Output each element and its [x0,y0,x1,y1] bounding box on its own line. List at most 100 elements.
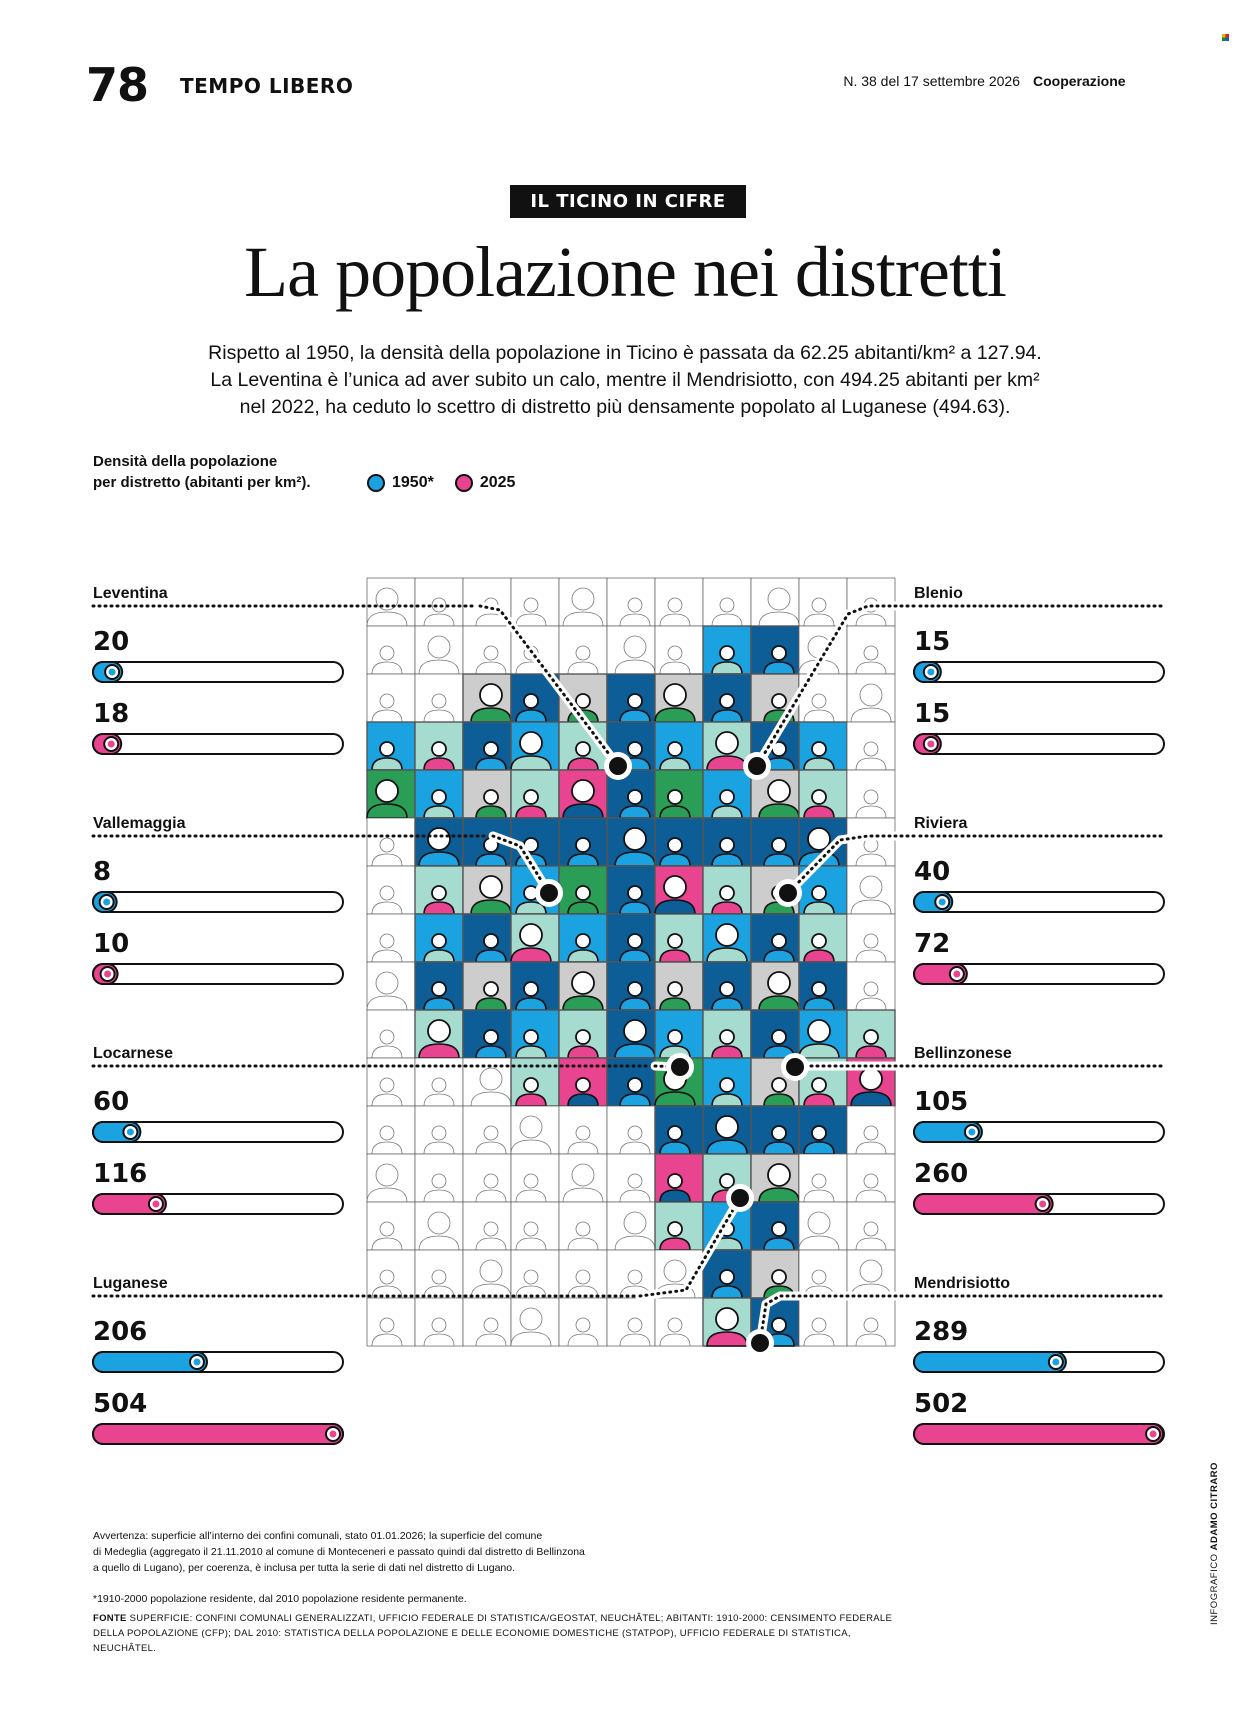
kicker-label: IL TICINO IN CIFRE [510,185,746,218]
value-label: 105 [914,1087,968,1117]
person-body-icon [619,1093,651,1107]
person-head-icon [623,1211,647,1235]
person-body-icon [366,995,408,1011]
person-head-icon [719,645,735,661]
person-head-icon [431,933,447,949]
credit: INFOGRAFICO ADAMO CITRARO [1209,1462,1220,1625]
person-head-icon [771,1077,787,1093]
person-body-icon [758,995,800,1011]
person-body-icon [423,997,455,1011]
location-marker-icon [786,1058,804,1076]
person-head-icon [575,1077,591,1093]
person-head-icon [627,1077,643,1093]
person-body-icon [371,901,403,915]
person-body-icon [855,1141,887,1155]
person-head-icon [627,741,643,757]
grid-cell-empty [606,1297,656,1347]
grid-cell-filled [510,769,560,819]
bar-knob-core [953,970,961,978]
person-head-icon [807,1019,831,1043]
bar-knob-core [108,668,116,676]
person-head-icon [667,1125,683,1141]
value-label: 72 [914,929,950,959]
grid-cell-empty [366,961,416,1011]
bar-knob-core [152,1200,160,1208]
person-head-icon [431,981,447,997]
location-marker-icon [609,757,627,775]
person-body-icon [423,1141,455,1155]
person-head-icon [627,597,643,613]
location-marker-icon [671,1058,689,1076]
grid-cell-filled [654,721,704,771]
grid-cell-filled [510,961,560,1011]
connector-halo [635,1193,745,1301]
person-body-icon [515,1237,547,1251]
grid-cell-filled [414,913,464,963]
person-head-icon [431,1125,447,1141]
person-body-icon [855,853,887,867]
grid-cell-empty [606,577,656,627]
grid-cell-filled [558,913,608,963]
person-body-icon [659,1333,691,1347]
grid-cell-empty [414,577,464,627]
value-label: 206 [93,1317,147,1347]
person-body-icon [659,661,691,675]
grid-cell-empty [558,1153,608,1203]
person-head-icon [519,731,543,755]
person-head-icon [523,1221,539,1237]
person-head-icon [375,1163,399,1187]
person-head-icon [863,1221,879,1237]
location-marker-icon [731,1189,749,1207]
person-head-icon [811,741,827,757]
person-head-icon [427,1211,451,1235]
credit-label: INFOGRAFICO [1209,1550,1220,1625]
person-head-icon [627,1317,643,1333]
legend-description-line: Densità della popolazione [93,453,278,470]
grid-cell-filled [654,673,704,723]
person-body-icon [515,997,547,1011]
person-head-icon [863,1029,879,1045]
person-body-icon [706,1331,748,1347]
person-body-icon [619,805,651,819]
person-body-icon [803,757,835,771]
grid-cell-empty [846,1249,896,1299]
person-body-icon [803,1141,835,1155]
person-head-icon [719,837,735,853]
person-head-icon [719,789,735,805]
person-head-icon [715,923,739,947]
person-head-icon [667,1317,683,1333]
person-head-icon [483,741,499,757]
grid-cell-empty [414,1153,464,1203]
grid-cell-filled [510,1009,560,1059]
person-body-icon [619,1189,651,1203]
person-head-icon [575,837,591,853]
person-body-icon [803,949,835,963]
grid-cell-empty [654,577,704,627]
person-body-icon [711,997,743,1011]
grid-cell-empty [414,625,464,675]
grid-cell-empty [798,1153,848,1203]
location-marker-icon [540,884,558,902]
grid-cell-empty [606,625,656,675]
person-body-icon [371,1093,403,1107]
person-body-icon [803,997,835,1011]
bar-track [92,733,344,755]
person-body-icon [619,1333,651,1347]
person-body-icon [423,949,455,963]
person-body-icon [423,1189,455,1203]
grid-cell-empty [366,625,416,675]
person-body-icon [567,1141,599,1155]
grid-cell-empty [558,625,608,675]
grid-cell-filled [366,769,416,819]
grid-cell-empty [846,961,896,1011]
person-head-icon [379,1317,395,1333]
person-head-icon [379,693,395,709]
person-body-icon [470,707,512,723]
person-body-icon [711,853,743,867]
person-head-icon [479,1259,503,1283]
person-head-icon [811,885,827,901]
person-head-icon [719,597,735,613]
person-body-icon [659,949,691,963]
person-head-icon [667,645,683,661]
person-head-icon [667,597,683,613]
